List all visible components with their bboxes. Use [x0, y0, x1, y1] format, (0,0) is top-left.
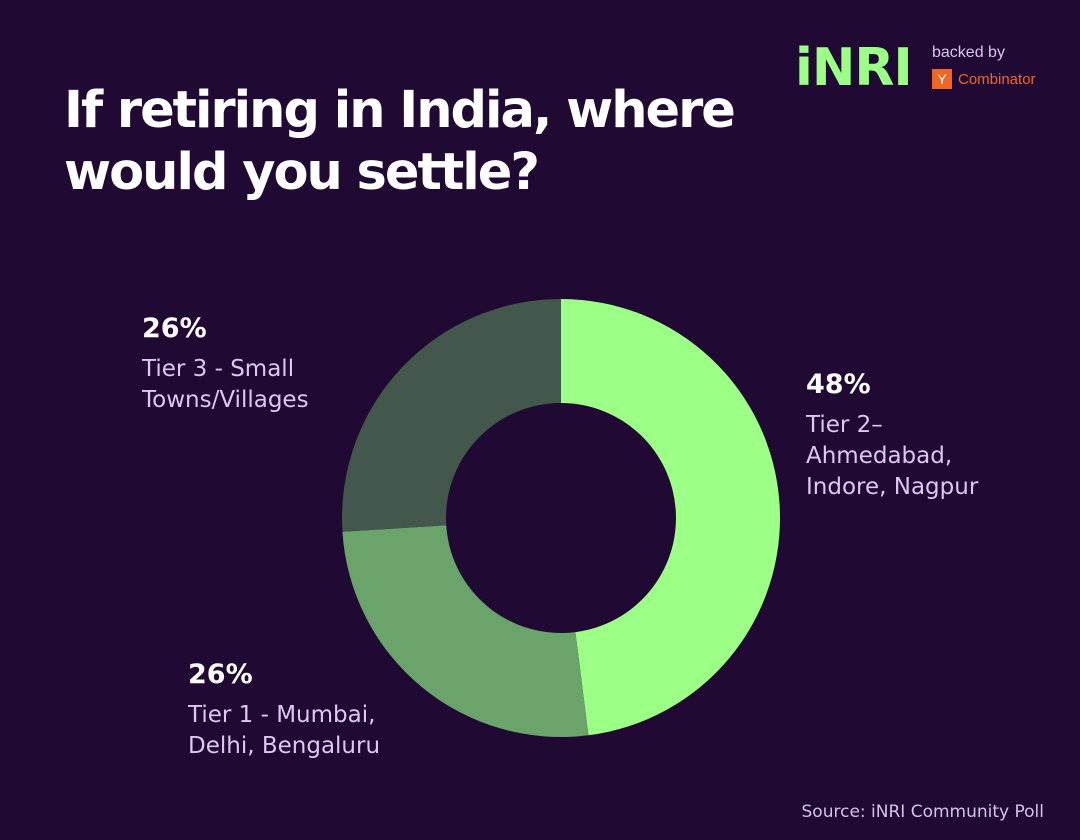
value-label-tier-3: 26%: [142, 313, 207, 344]
y-combinator-logo: Y Combinator: [932, 69, 1036, 89]
category-label-line: Indore, Nagpur: [806, 474, 979, 500]
y-combinator-icon: Y: [932, 69, 952, 89]
category-label-tier-1: Tier 1 - Mumbai, Delhi, Bengaluru: [188, 700, 380, 762]
chart-title: If retiring in India, where would you se…: [64, 81, 736, 202]
category-label-line: Delhi, Bengaluru: [188, 733, 381, 759]
slice-label-tier-2: 48% Tier 2– Ahmedabad, Indore, Nagpur: [806, 368, 978, 503]
category-label-line: Tier 2–: [806, 412, 883, 438]
donut-slice-tier-3: [342, 299, 561, 532]
category-label-tier-3: Tier 3 - Small Towns/Villages: [142, 354, 309, 416]
source-note: Source: iNRI Community Poll: [801, 802, 1044, 822]
category-label-line: Towns/Villages: [142, 387, 309, 413]
category-label-tier-2: Tier 2– Ahmedabad, Indore, Nagpur: [806, 410, 978, 503]
slice-label-tier-3: 26% Tier 3 - Small Towns/Villages: [142, 312, 309, 416]
inri-logo: iNRI: [795, 38, 913, 98]
y-combinator-name: Combinator: [958, 70, 1036, 88]
slice-label-tier-1: 26% Tier 1 - Mumbai, Delhi, Bengaluru: [188, 658, 380, 762]
donut-slice-tier-1: [342, 525, 589, 737]
category-label-line: Tier 3 - Small: [142, 356, 295, 382]
donut-slice-tier-2: [561, 299, 781, 736]
value-label-tier-2: 48%: [806, 369, 871, 400]
category-label-line: Ahmedabad,: [806, 443, 953, 469]
category-label-line: Tier 1 - Mumbai,: [188, 702, 376, 728]
backed-by-text: backed by: [932, 44, 1005, 61]
value-label-tier-1: 26%: [188, 659, 253, 690]
